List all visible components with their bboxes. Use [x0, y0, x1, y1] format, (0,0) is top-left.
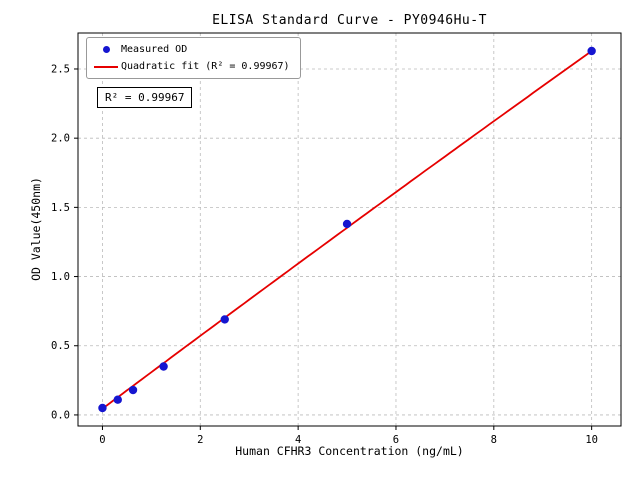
legend-entry-quadratic-fit: Quadratic fit (R² = 0.99967) — [91, 61, 290, 72]
x-tick-label: 8 — [491, 434, 497, 446]
legend-line-marker — [91, 65, 121, 68]
y-tick-label: 0.5 — [51, 340, 70, 352]
y-tick-label: 0.0 — [51, 409, 70, 421]
x-tick-label: 0 — [99, 434, 105, 446]
plot-border — [77, 32, 622, 427]
x-tick-label: 4 — [295, 434, 301, 446]
data-point — [220, 315, 229, 324]
data-point — [113, 395, 122, 404]
r-squared-annotation: R² = 0.99967 — [97, 87, 193, 108]
legend-label-measured-od: Measured OD — [121, 44, 188, 55]
x-tick-label: 10 — [585, 434, 598, 446]
data-point — [342, 219, 352, 229]
legend: Measured OD Quadratic fit (R² = 0.99967) — [86, 37, 301, 79]
chart-title: ELISA Standard Curve - PY0946Hu-T — [212, 13, 487, 28]
data-point — [159, 362, 168, 371]
x-tick-label: 6 — [393, 434, 399, 446]
y-axis-label: OD Value(450nm) — [29, 177, 43, 281]
y-tick-label: 2.0 — [51, 133, 70, 145]
data-point — [128, 385, 138, 395]
y-tick-label: 1.0 — [51, 271, 70, 283]
y-tick-label: 2.5 — [51, 63, 70, 75]
data-point — [587, 46, 596, 56]
legend-label-quadratic-fit: Quadratic fit (R² = 0.99967) — [121, 61, 290, 72]
x-tick-label: 2 — [197, 434, 203, 446]
x-axis-label: Human CFHR3 Concentration (ng/mL) — [235, 444, 464, 458]
y-tick-label: 1.5 — [51, 202, 70, 214]
legend-dot-marker — [91, 46, 121, 53]
data-point — [98, 403, 107, 413]
legend-entry-measured-od: Measured OD — [91, 44, 290, 55]
